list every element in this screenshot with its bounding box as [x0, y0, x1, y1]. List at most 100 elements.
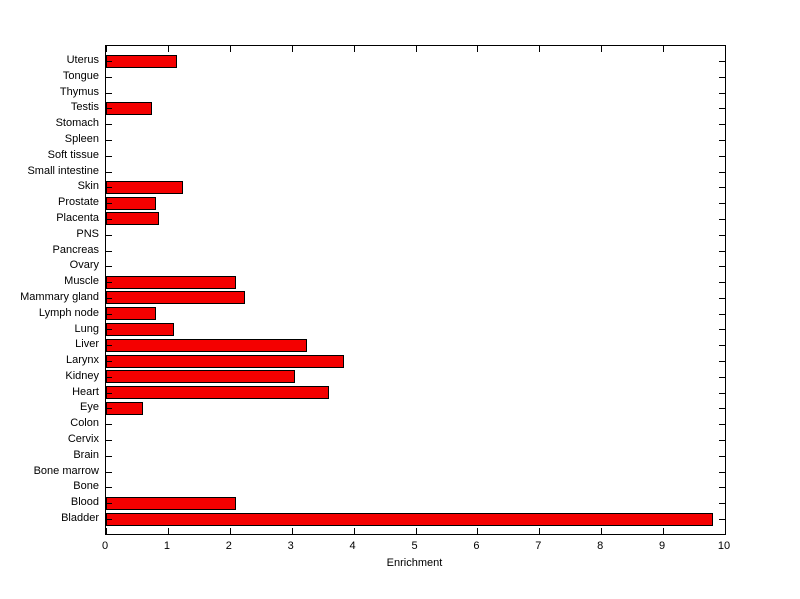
y-tick-label-colon: Colon	[70, 417, 99, 430]
x-tick-bottom-7	[539, 528, 540, 534]
x-tick-bottom-1	[168, 528, 169, 534]
y-tick-right-thymus	[719, 93, 725, 94]
y-tick-label-lung: Lung	[74, 322, 99, 335]
x-tick-label-3: 3	[287, 540, 294, 552]
y-tick-right-kidney	[719, 377, 725, 378]
y-tick-right-pns	[719, 235, 725, 236]
y-tick-label-stomach: Stomach	[55, 117, 99, 130]
y-tick-label-spleen: Spleen	[64, 133, 99, 145]
y-tick-label-kidney: Kidney	[65, 369, 99, 382]
y-tick-left-cervix	[106, 440, 112, 441]
y-tick-left-brain	[106, 456, 112, 457]
y-tick-label-bladder: Bladder	[61, 512, 99, 524]
y-tick-right-mammary-gland	[719, 298, 725, 299]
y-tick-right-tongue	[719, 77, 725, 78]
x-tick-bottom-2	[230, 528, 231, 534]
y-tick-label-tongue: Tongue	[62, 69, 99, 82]
y-tick-right-lung	[719, 329, 725, 330]
y-tick-left-stomach	[106, 124, 112, 125]
x-tick-label-1: 1	[163, 540, 170, 552]
y-tick-left-bladder	[106, 519, 112, 520]
bar-heart	[106, 386, 329, 400]
y-tick-right-muscle	[719, 282, 725, 283]
y-tick-right-bone-marrow	[719, 472, 725, 473]
y-tick-label-bone: Bone	[73, 480, 99, 493]
bar-mammary-gland	[106, 291, 246, 305]
y-tick-right-eye	[719, 408, 725, 409]
y-tick-left-bone	[106, 487, 112, 488]
x-tick-label-6: 6	[473, 540, 480, 552]
y-tick-left-testis	[106, 108, 112, 109]
y-tick-right-soft-tissue	[719, 156, 725, 157]
y-tick-left-soft-tissue	[106, 156, 112, 157]
y-tick-label-skin: Skin	[77, 180, 99, 193]
y-tick-right-cervix	[719, 440, 725, 441]
y-tick-label-bone-marrow: Bone marrow	[33, 464, 99, 477]
y-tick-right-small-intestine	[719, 172, 725, 173]
x-tick-top-7	[539, 46, 540, 52]
x-axis-label: Enrichment	[386, 557, 443, 569]
x-tick-top-6	[477, 46, 478, 52]
y-tick-left-prostate	[106, 203, 112, 204]
y-tick-left-bone-marrow	[106, 472, 112, 473]
y-tick-right-brain	[719, 456, 725, 457]
x-tick-bottom-8	[601, 528, 602, 534]
y-tick-label-heart: Heart	[72, 385, 99, 398]
y-tick-left-muscle	[106, 282, 112, 283]
x-tick-bottom-5	[416, 528, 417, 534]
y-tick-left-ovary	[106, 266, 112, 267]
y-tick-label-lymph-node: Lymph node	[38, 306, 99, 319]
y-tick-left-eye	[106, 408, 112, 409]
y-tick-label-larynx: Larynx	[65, 354, 99, 367]
y-tick-left-heart	[106, 393, 112, 394]
y-tick-label-eye: Eye	[80, 401, 99, 414]
x-tick-top-9	[663, 46, 664, 52]
bar-kidney	[106, 370, 295, 384]
x-tick-top-5	[416, 46, 417, 52]
y-tick-right-prostate	[719, 203, 725, 204]
x-tick-label-0: 0	[101, 540, 109, 552]
y-tick-right-skin	[719, 187, 725, 188]
y-tick-left-placenta	[106, 219, 112, 220]
y-tick-right-bladder	[719, 519, 725, 520]
x-tick-top-2	[230, 46, 231, 52]
y-tick-right-spleen	[719, 140, 725, 141]
y-tick-right-ovary	[719, 266, 725, 267]
y-tick-left-kidney	[106, 377, 112, 378]
y-tick-label-mammary-gland: Mammary gland	[20, 290, 99, 303]
y-tick-left-thymus	[106, 93, 112, 94]
x-tick-label-8: 8	[597, 540, 604, 552]
y-tick-left-uterus	[106, 61, 112, 62]
y-tick-label-uterus: Uterus	[66, 54, 99, 66]
y-tick-left-tongue	[106, 77, 112, 78]
y-tick-label-pns: PNS	[76, 227, 99, 240]
bar-testis	[106, 101, 153, 115]
plot-area	[105, 45, 726, 535]
bar-blood	[106, 496, 236, 510]
y-tick-label-small-intestine: Small intestine	[27, 164, 99, 177]
x-tick-label-7: 7	[535, 540, 542, 552]
x-tick-label-10: 10	[717, 540, 731, 552]
y-tick-label-soft-tissue: Soft tissue	[47, 148, 99, 161]
x-tick-top-4	[354, 46, 355, 52]
x-tick-top-10	[725, 46, 726, 52]
y-tick-left-pns	[106, 235, 112, 236]
bar-placenta	[106, 212, 159, 226]
y-tick-left-blood	[106, 503, 112, 504]
y-tick-label-prostate: Prostate	[58, 196, 99, 209]
y-tick-right-testis	[719, 108, 725, 109]
y-tick-right-bone	[719, 487, 725, 488]
x-tick-label-9: 9	[659, 540, 666, 552]
y-tick-label-thymus: Thymus	[59, 85, 99, 98]
bar-lymph-node	[106, 307, 156, 321]
x-tick-top-0	[106, 46, 107, 52]
x-tick-bottom-4	[354, 528, 355, 534]
bar-muscle	[106, 275, 236, 289]
x-tick-top-3	[292, 46, 293, 52]
y-tick-left-lymph-node	[106, 314, 112, 315]
x-tick-label-5: 5	[411, 540, 418, 552]
bar-skin	[106, 180, 184, 194]
y-tick-right-heart	[719, 393, 725, 394]
x-tick-label-2: 2	[225, 540, 232, 552]
